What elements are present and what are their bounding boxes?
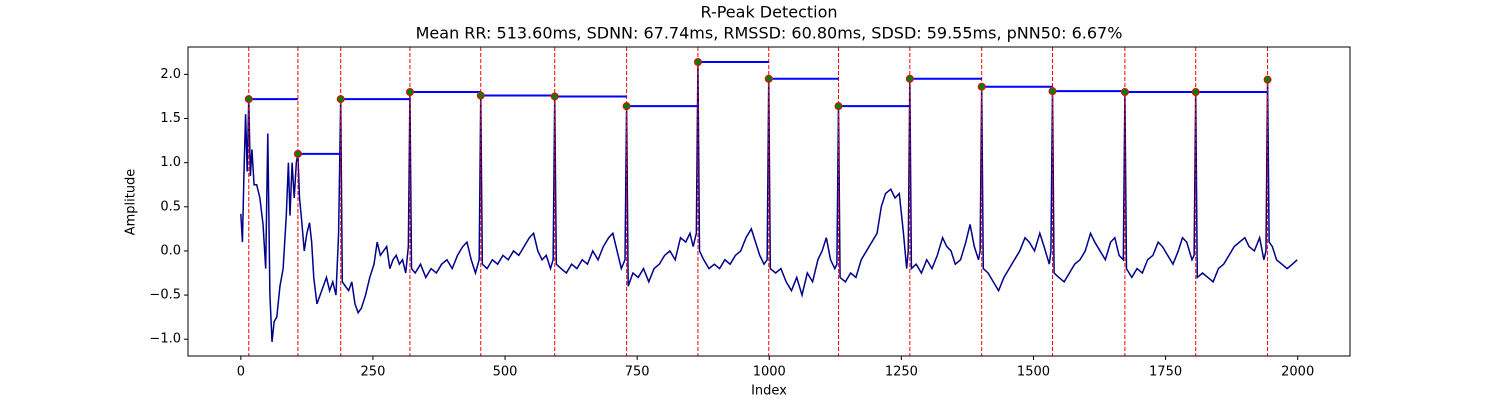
peak-marker bbox=[693, 58, 702, 67]
peak-marker bbox=[336, 95, 345, 104]
plot-frame bbox=[187, 46, 1351, 357]
peak-marker bbox=[476, 91, 485, 100]
x-tick-label: 1250 bbox=[885, 365, 918, 380]
y-axis-label: Amplitude bbox=[124, 169, 139, 236]
peak-marker bbox=[977, 82, 986, 91]
peak-marker bbox=[1048, 87, 1057, 96]
x-tick-label: 1500 bbox=[1017, 365, 1050, 380]
peak-marker bbox=[834, 102, 843, 111]
peak-marker bbox=[905, 74, 914, 83]
x-tick-label: 250 bbox=[361, 365, 386, 380]
chart-title: R-Peak Detection bbox=[700, 3, 837, 22]
x-tick-label: 500 bbox=[493, 365, 518, 380]
peak-marker bbox=[1263, 75, 1272, 84]
y-tick-label: 1.0 bbox=[160, 155, 181, 170]
y-tick-label: 0.5 bbox=[160, 199, 181, 214]
peak-marker bbox=[1120, 88, 1129, 97]
signal-line bbox=[240, 62, 1298, 342]
peak-marker bbox=[764, 74, 773, 83]
y-tick-label: −0.5 bbox=[149, 288, 181, 303]
chart-subtitle: Mean RR: 513.60ms, SDNN: 67.74ms, RMSSD:… bbox=[416, 24, 1123, 43]
x-tick-label: 1750 bbox=[1149, 365, 1182, 380]
x-tick-label: 750 bbox=[625, 365, 650, 380]
x-tick-label: 2000 bbox=[1281, 365, 1314, 380]
peak-marker bbox=[293, 149, 302, 158]
peak-marker bbox=[1191, 88, 1200, 97]
peak-marker bbox=[550, 92, 559, 101]
y-tick-label: −1.0 bbox=[149, 332, 181, 347]
peak-marker bbox=[405, 88, 414, 97]
y-tick-label: 0.0 bbox=[160, 243, 181, 258]
x-tick-label: 0 bbox=[237, 365, 245, 380]
x-tick-label: 1000 bbox=[753, 365, 786, 380]
peak-marker bbox=[244, 95, 253, 104]
y-tick-label: 2.0 bbox=[160, 67, 181, 82]
peak-marker bbox=[622, 102, 631, 111]
x-axis-label: Index bbox=[751, 384, 787, 399]
y-tick-label: 1.5 bbox=[160, 111, 181, 126]
